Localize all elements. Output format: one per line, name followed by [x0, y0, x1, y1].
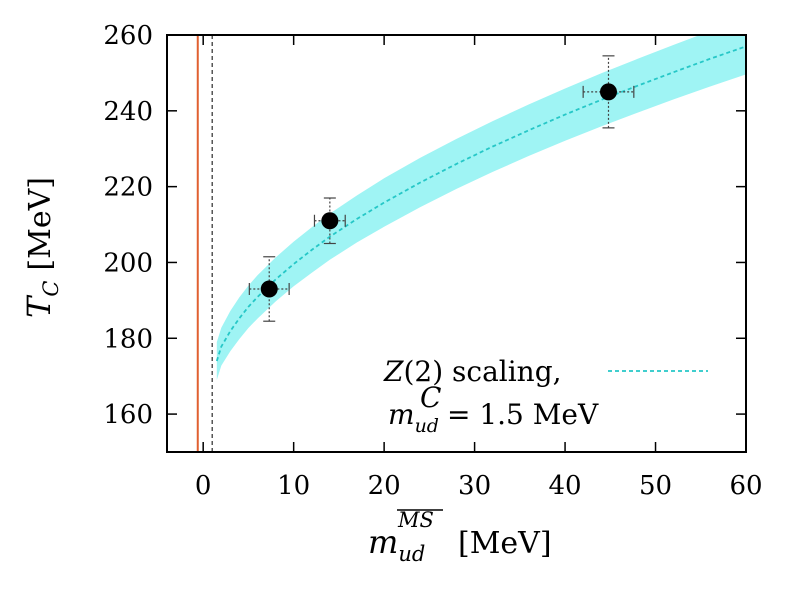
- y-tick-label: 260: [103, 21, 153, 51]
- plot-frame: [166, 34, 747, 453]
- y-tick-label: 240: [103, 97, 153, 127]
- x-tick-label: 60: [729, 471, 762, 501]
- data-point-3: [582, 55, 635, 129]
- y-tick-label: 180: [103, 324, 153, 354]
- plot-area: 0 10 20 30 40 50 60 160 180 200 220 240 260: [103, 21, 762, 501]
- x-tick-label: 10: [277, 471, 310, 501]
- x-tick-label: 50: [639, 471, 672, 501]
- x-axis-unit: [MeV]: [458, 526, 552, 561]
- point-marker: [599, 83, 617, 101]
- x-axis-title: mud MS [MeV]: [368, 508, 552, 566]
- plot-inner: [196, 35, 746, 452]
- y-tick-label: 220: [103, 173, 153, 203]
- y-axis-unit: [MeV]: [23, 177, 58, 271]
- legend-label-superscript: C: [420, 381, 441, 414]
- data-point-2: [313, 197, 346, 245]
- x-tick-label: 40: [549, 471, 582, 501]
- legend-label-line2: mud = 1.5 MeV: [388, 398, 599, 437]
- fit-line: [215, 45, 746, 362]
- y-axis-symbol: T: [20, 294, 58, 318]
- y-tick-label: 200: [103, 248, 153, 278]
- x-axis-symbol: m: [368, 523, 398, 561]
- y-tick-label: 160: [103, 400, 153, 430]
- svg-text:TC[MeV]: TC [MeV]: [20, 177, 63, 318]
- point-marker: [260, 280, 278, 298]
- x-axis-superscript: MS: [397, 508, 434, 532]
- y-axis-subscript: C: [39, 281, 63, 297]
- fit-error-band: [216, 35, 746, 380]
- x-tick-label: 30: [458, 471, 491, 501]
- x-tick-label: 0: [195, 471, 212, 501]
- y-axis-title: TC [MeV]: [20, 177, 63, 318]
- data-point-1: [248, 256, 290, 322]
- point-marker: [321, 212, 339, 230]
- x-tick-label: 20: [368, 471, 401, 501]
- x-axis-subscript: ud: [398, 542, 425, 566]
- legend-label-line1: Z(2) scaling,: [383, 355, 562, 388]
- svg-text:mud: mud: [368, 523, 425, 566]
- legend: Z(2) scaling, mud = 1.5 MeV C: [383, 355, 708, 437]
